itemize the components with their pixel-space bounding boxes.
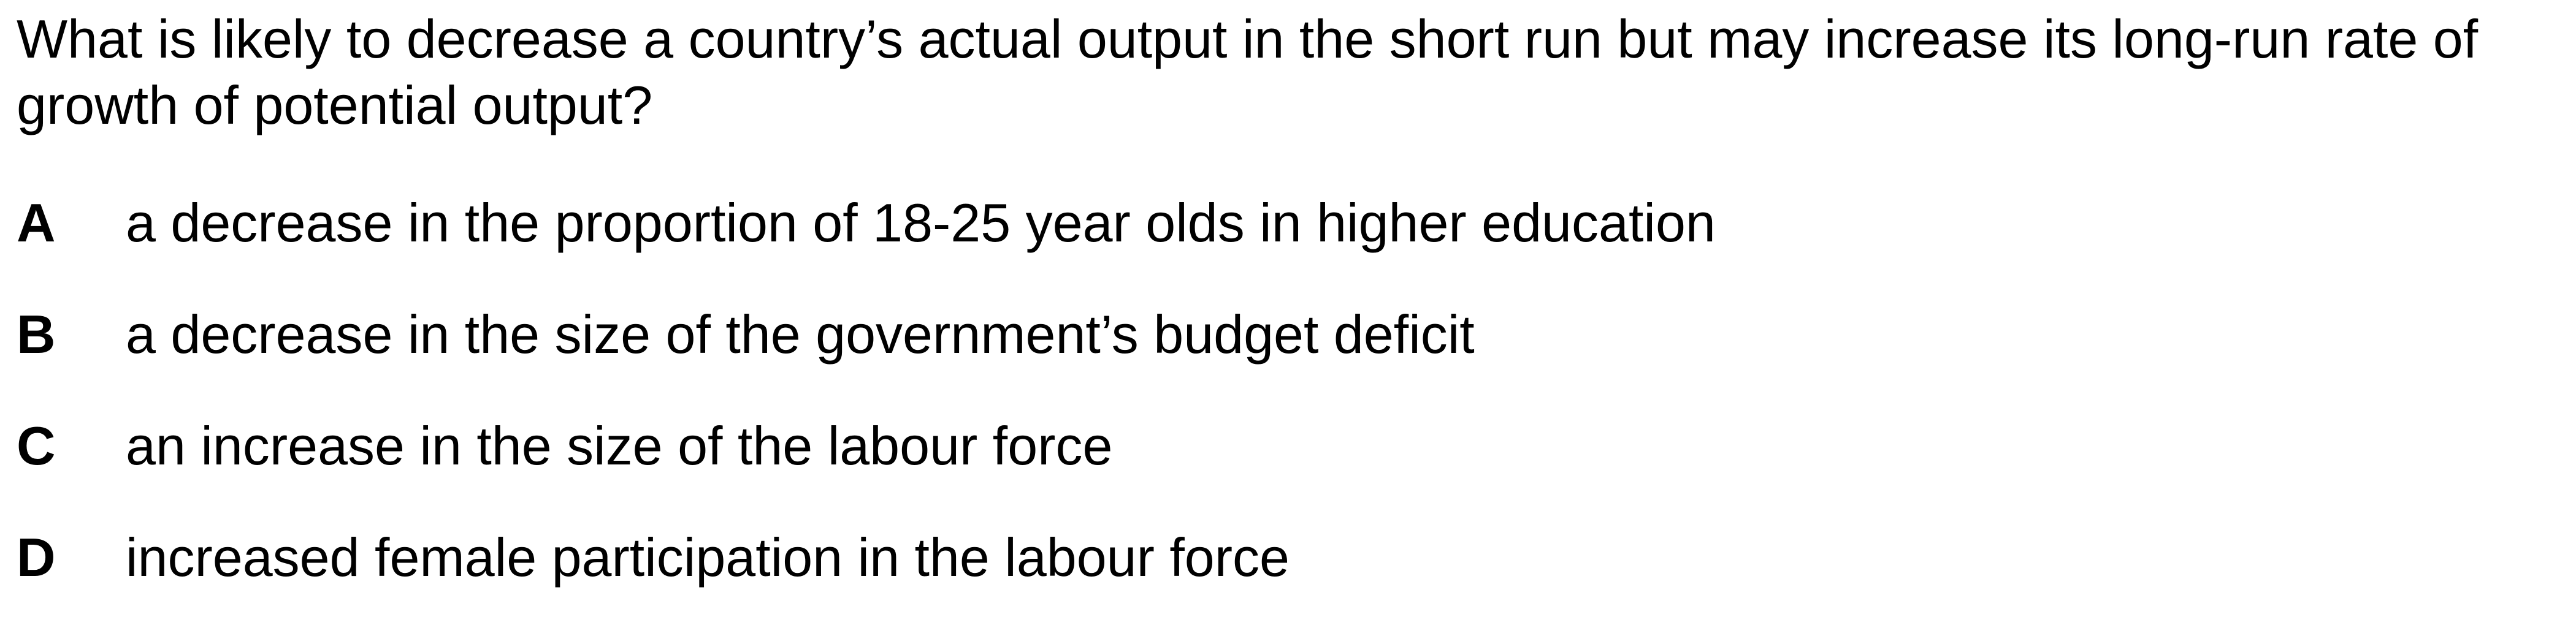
answer-options-list: A a decrease in the proportion of 18-25 … xyxy=(17,190,1716,636)
option-b: B a decrease in the size of the governme… xyxy=(17,301,1716,413)
option-letter: B xyxy=(17,304,56,365)
option-letter: D xyxy=(17,527,56,588)
question-text: What is likely to decrease a country’s a… xyxy=(17,9,2479,135)
option-letter: A xyxy=(17,192,56,253)
option-text: increased female participation in the la… xyxy=(126,527,1290,588)
option-letter: C xyxy=(17,415,56,476)
option-text: a decrease in the proportion of 18-25 ye… xyxy=(126,192,1716,253)
option-a: A a decrease in the proportion of 18-25 … xyxy=(17,190,1716,301)
option-text: a decrease in the size of the government… xyxy=(126,304,1475,365)
option-d: D increased female participation in the … xyxy=(17,524,1716,636)
option-c: C an increase in the size of the labour … xyxy=(17,413,1716,524)
option-text: an increase in the size of the labour fo… xyxy=(126,415,1113,476)
